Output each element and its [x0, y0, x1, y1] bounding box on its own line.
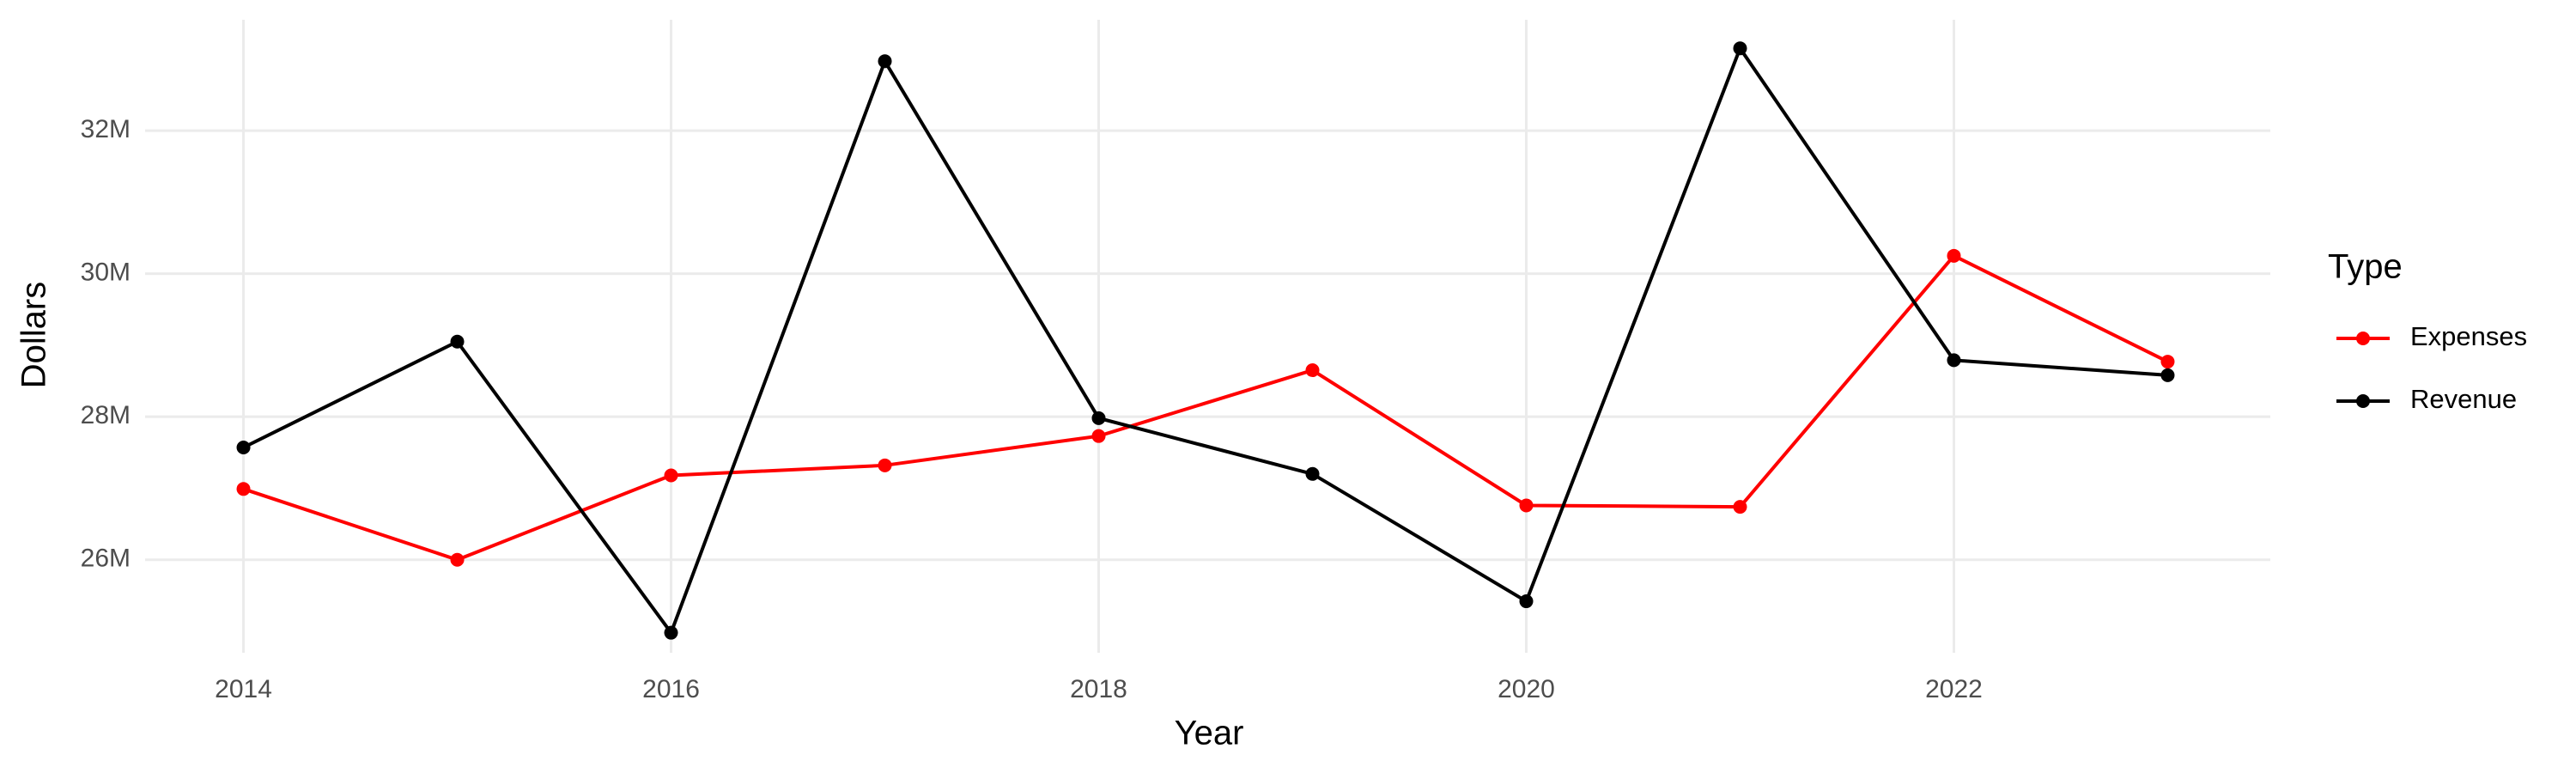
data-point: [1091, 411, 1106, 425]
y-axis-title: Dollars: [15, 282, 53, 388]
data-point: [236, 482, 251, 496]
data-point: [1519, 594, 1534, 609]
x-tick-label: 2014: [215, 675, 272, 703]
data-point: [1305, 363, 1320, 378]
legend-label: Revenue: [2410, 384, 2517, 414]
y-tick-label: 28M: [81, 401, 131, 429]
data-point: [664, 468, 678, 483]
data-point: [664, 625, 678, 640]
grid: [145, 20, 2270, 653]
y-tick-label: 30M: [81, 259, 131, 287]
x-axis-title: Year: [1175, 715, 1244, 752]
data-point: [1733, 500, 1747, 514]
y-tick-label: 32M: [81, 115, 131, 143]
data-point: [2160, 368, 2175, 382]
data-point: [1091, 429, 1106, 443]
data-point: [1947, 248, 1961, 263]
plot-area: [236, 41, 2175, 640]
x-tick-label: 2016: [642, 675, 700, 703]
data-point: [878, 54, 892, 69]
x-tick-label: 2018: [1070, 675, 1127, 703]
legend-label: Expenses: [2410, 321, 2527, 351]
x-tick-label: 2020: [1498, 675, 1555, 703]
x-tick-label: 2022: [1925, 675, 1983, 703]
series-line: [242, 253, 2169, 562]
data-point: [1733, 41, 1747, 56]
data-point: [878, 458, 892, 472]
data-point: [450, 552, 465, 567]
data-point: [2160, 355, 2175, 369]
series-line: [242, 45, 2168, 636]
data-point: [1947, 353, 1961, 368]
data-point: [1519, 498, 1534, 513]
legend-title: Type: [2328, 248, 2403, 286]
legend-point: [2356, 394, 2370, 408]
data-point: [236, 440, 251, 454]
data-point: [450, 334, 465, 349]
y-tick-label: 26M: [81, 545, 131, 573]
data-point: [1305, 466, 1320, 481]
legend-point: [2356, 332, 2370, 345]
